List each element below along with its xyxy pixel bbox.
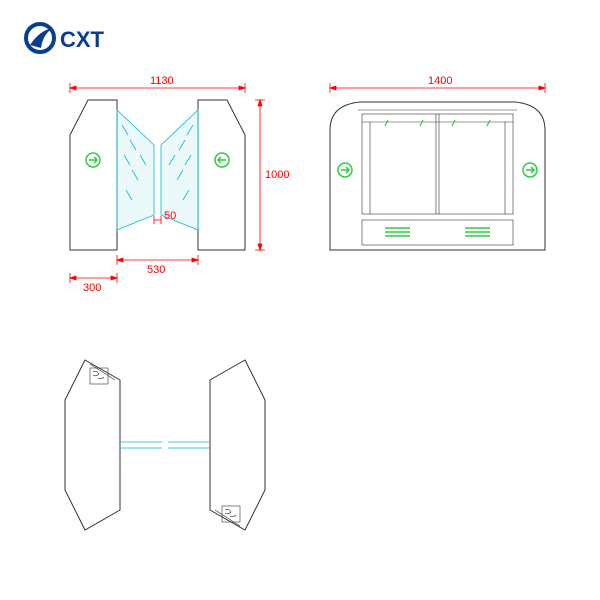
- dim-gap-50: [154, 216, 161, 224]
- top-left-housing: [65, 360, 120, 530]
- top-view: [65, 360, 265, 530]
- dim-1000-label: 1000: [265, 169, 289, 181]
- dim-height-1000: [255, 100, 265, 250]
- side-view: 1400: [330, 75, 545, 250]
- front-left-pedestal: [70, 100, 117, 250]
- dim-1130-label: 1130: [150, 75, 174, 87]
- front-right-pedestal: [198, 100, 245, 250]
- logo: CXT: [26, 24, 105, 52]
- dim-300-label: 300: [83, 282, 101, 294]
- logo-text: CXT: [60, 27, 105, 52]
- dim-530-label: 530: [147, 264, 165, 276]
- dim-50-label: 50: [164, 210, 176, 222]
- front-glass-wings: [117, 110, 198, 230]
- top-right-housing: [210, 360, 265, 530]
- front-view: 1130 1000: [70, 75, 289, 294]
- dim-1400-label: 1400: [428, 75, 452, 87]
- technical-drawing: CXT 1130 1000: [0, 0, 600, 600]
